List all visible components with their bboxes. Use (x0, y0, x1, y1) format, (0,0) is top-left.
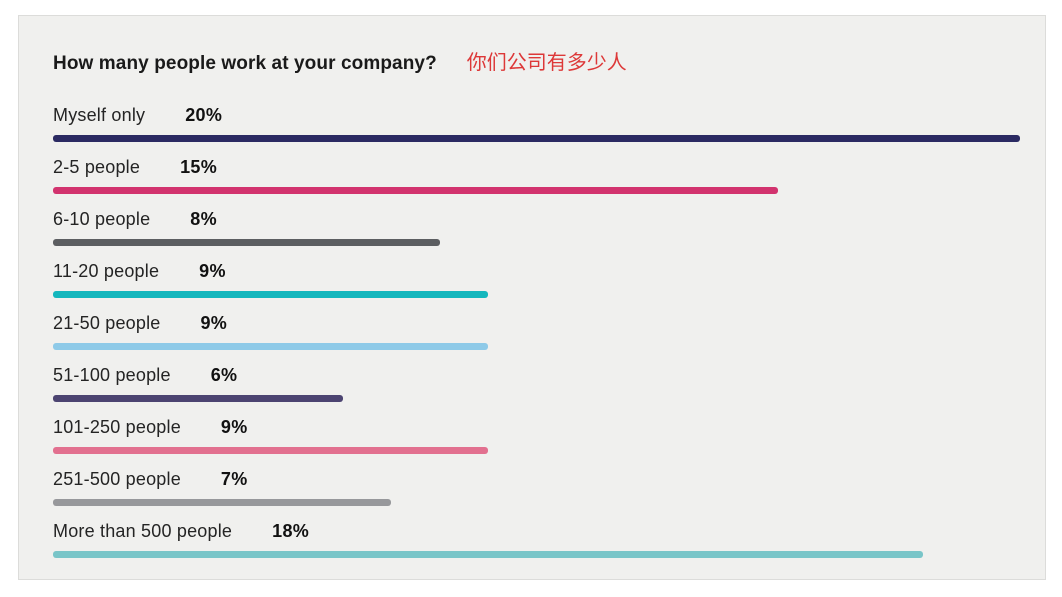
bar (53, 551, 924, 558)
chart-card: How many people work at your company? 你们… (18, 15, 1046, 580)
category-label: 251-500 people (53, 469, 181, 489)
bar (53, 291, 489, 298)
bar-row: More than 500 people 18% (53, 521, 1020, 573)
percentage-value: 9% (200, 313, 228, 333)
bar (53, 395, 344, 402)
percentage-value: 20% (185, 105, 223, 125)
category-label: More than 500 people (53, 521, 233, 541)
bar-row: 21-50 people 9% (53, 313, 1020, 365)
bar-track (53, 551, 1020, 558)
percentage-value: 9% (220, 417, 248, 437)
bar-row: 2-5 people 15% (53, 157, 1020, 209)
bar-track (53, 239, 1020, 246)
bar-track (53, 291, 1020, 298)
bar-track (53, 499, 1020, 506)
category-label: Myself only (53, 105, 146, 125)
bar (53, 499, 392, 506)
bar-row: 101-250 people 9% (53, 417, 1020, 469)
bar-track (53, 135, 1020, 142)
bar (53, 187, 779, 194)
bar (53, 343, 489, 350)
chart-title-chinese: 你们公司有多少人 (466, 52, 627, 74)
bar-track (53, 343, 1020, 350)
category-label: 101-250 people (53, 417, 181, 437)
percentage-value: 7% (220, 469, 248, 489)
chart-header: How many people work at your company? 你们… (53, 46, 1020, 75)
bar-row: 51-100 people 6% (53, 365, 1020, 417)
bar-track (53, 395, 1020, 402)
bar (53, 239, 440, 246)
category-label: 11-20 people (53, 261, 160, 281)
bar-row: 6-10 people 8% (53, 209, 1020, 261)
percentage-value: 18% (272, 521, 310, 541)
bar-row: Myself only 20% (53, 105, 1020, 157)
bar-track (53, 447, 1020, 454)
percentage-value: 6% (210, 365, 238, 385)
category-label: 2-5 people (53, 157, 141, 177)
bar-row: 11-20 people 9% (53, 261, 1020, 313)
category-label: 6-10 people (53, 209, 151, 229)
percentage-value: 8% (190, 209, 217, 229)
bar (53, 447, 489, 454)
percentage-value: 9% (199, 261, 226, 281)
category-label: 51-100 people (53, 365, 171, 385)
percentage-value: 15% (180, 157, 218, 177)
bar-rows-container: Myself only 20% 2-5 people 15% 6-10 peop… (53, 105, 1020, 573)
chart-title: How many people work at your company? (53, 53, 437, 74)
bar (53, 135, 1020, 142)
bar-row: 251-500 people 7% (53, 469, 1020, 521)
category-label: 21-50 people (53, 313, 161, 333)
bar-track (53, 187, 1020, 194)
